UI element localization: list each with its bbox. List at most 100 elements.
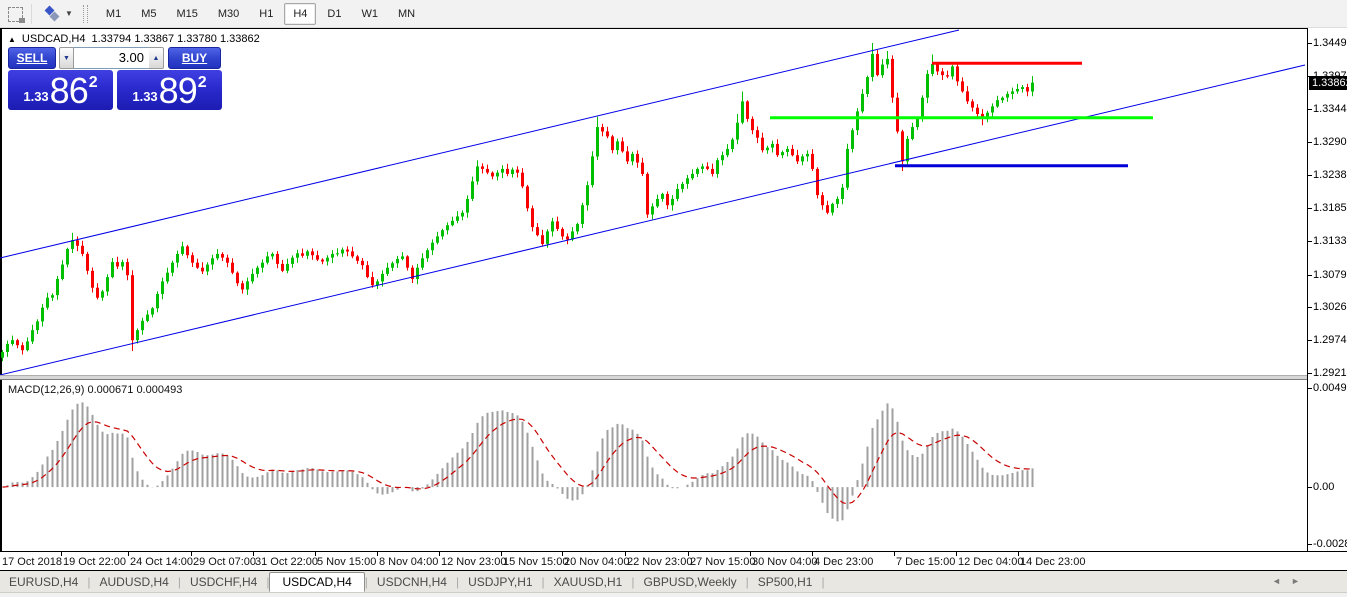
buy-price-panel[interactable]: 1.33 89 2 bbox=[117, 70, 222, 110]
tab-separator: | bbox=[87, 574, 91, 589]
timeframe-button-d1[interactable]: D1 bbox=[327, 7, 342, 20]
price-axis-tick bbox=[1308, 43, 1312, 44]
time-axis-line bbox=[0, 551, 1347, 552]
chart-tab-sp500[interactable]: SP500,H1 bbox=[757, 574, 813, 589]
timeframe-button-m1[interactable]: M1 bbox=[105, 7, 122, 20]
price-axis-tick bbox=[1308, 175, 1312, 177]
window-bottom-border bbox=[0, 570, 1347, 571]
timeframe-button-mn[interactable]: MN bbox=[397, 7, 416, 20]
time-axis-label: 12 Dec 04:00 bbox=[958, 556, 1024, 568]
time-axis-tick bbox=[191, 552, 192, 556]
macd-axis-label: 0.00 bbox=[1313, 481, 1335, 494]
chart-tab-usdjpy[interactable]: USDJPY,H1 bbox=[468, 574, 533, 589]
time-axis-tick bbox=[562, 552, 563, 556]
time-axis-label: 15 Nov 15:00 bbox=[503, 556, 569, 568]
time-axis-tick bbox=[377, 552, 378, 556]
time-axis-label: 8 Nov 04:00 bbox=[379, 556, 439, 568]
tab-separator: | bbox=[177, 574, 181, 589]
pane-splitter[interactable] bbox=[0, 375, 1347, 380]
collapse-panel-icon[interactable]: ▲ bbox=[8, 34, 16, 44]
time-axis-tick bbox=[956, 552, 957, 556]
sell-price-prefix: 1.33 bbox=[23, 89, 49, 104]
price-axis[interactable]: 1.344951.339701.334451.329051.323801.318… bbox=[1307, 28, 1347, 551]
chart-ohlc-header: ▲ USDCAD,H4 1.33794 1.33867 1.33780 1.33… bbox=[8, 33, 260, 45]
timeframe-button-m30[interactable]: M30 bbox=[217, 7, 240, 20]
buy-price-prefix: 1.33 bbox=[132, 89, 158, 104]
toolbar-caret-icon[interactable]: ▼ bbox=[65, 9, 73, 18]
time-axis-tick bbox=[750, 552, 751, 556]
time-axis[interactable]: 17 Oct 2018 19 Oct 22:00 24 Oct 14:00 29 Oc… bbox=[0, 552, 1347, 570]
price-axis-tick bbox=[1308, 108, 1312, 110]
chart-tab-audusd[interactable]: AUDUSD,H4 bbox=[99, 574, 169, 589]
price-axis-label: 1.32380 bbox=[1313, 169, 1347, 182]
channel-upper[interactable] bbox=[0, 29, 960, 259]
sell-price-panel[interactable]: 1.33 86 2 bbox=[8, 70, 113, 110]
toolbar: ▼ M1 M5 M15 M30 H1 H4 D1 W1 MN bbox=[0, 0, 1347, 28]
ohlc-values: 1.33794 1.33867 1.33780 1.33862 bbox=[91, 33, 260, 45]
chart-tab-eurusd[interactable]: EURUSD,H4 bbox=[9, 574, 79, 589]
macd-histogram bbox=[6, 402, 1034, 522]
price-axis-tick bbox=[1308, 142, 1312, 144]
time-axis-label: 12 Nov 23:00 bbox=[441, 556, 507, 568]
timeframe-button-h1[interactable]: H1 bbox=[259, 7, 274, 20]
tab-separator: | bbox=[455, 574, 460, 589]
price-axis-tick bbox=[1308, 373, 1312, 374]
price-axis-label: 1.32905 bbox=[1313, 136, 1347, 149]
channel-lower[interactable] bbox=[0, 64, 1306, 375]
time-axis-label: 20 Nov 04:00 bbox=[564, 556, 630, 568]
macd-axis-label: -0.002868 bbox=[1313, 538, 1347, 550]
timeframe-button-w1[interactable]: W1 bbox=[361, 7, 378, 20]
chart-tab-usdcnh[interactable]: USDCNH,H4 bbox=[376, 574, 447, 589]
tab-separator: | bbox=[631, 574, 635, 589]
volume-decrease-button[interactable]: ▼ bbox=[59, 47, 74, 69]
macd-chart-canvas[interactable] bbox=[0, 380, 1307, 551]
tile-windows-icon[interactable] bbox=[43, 5, 63, 23]
sell-price-pipette: 2 bbox=[88, 74, 98, 91]
time-axis-label: 19 Oct 22:00 bbox=[63, 556, 126, 568]
macd-values: MACD(12,26,9) 0.000671 0.000493 bbox=[8, 384, 182, 396]
chart-tab-gbpusd[interactable]: GBPUSD,Weekly bbox=[643, 574, 737, 589]
volume-input[interactable]: 3.00 bbox=[74, 47, 149, 69]
price-axis-label: 1.34495 bbox=[1313, 37, 1347, 49]
macd-signal-value: 0.000493 bbox=[136, 384, 183, 396]
marquee-icon[interactable] bbox=[6, 5, 26, 23]
price-axis-label: 1.29215 bbox=[1313, 367, 1347, 379]
price-axis-label: 1.33445 bbox=[1313, 102, 1347, 115]
sell-button[interactable]: SELL bbox=[8, 47, 56, 69]
time-axis-tick bbox=[894, 552, 895, 556]
chart-tab-xauusd[interactable]: XAUUSD,H1 bbox=[553, 574, 623, 589]
time-axis-label: 5 Nov 15:00 bbox=[317, 556, 377, 568]
price-axis-label: 1.31330 bbox=[1313, 234, 1347, 247]
toolbar-separator bbox=[31, 3, 32, 24]
time-axis-label: 17 Oct 2018 bbox=[2, 556, 62, 568]
timeframe-button-m15[interactable]: M15 bbox=[176, 7, 198, 20]
volume-increase-button[interactable]: ▲ bbox=[149, 47, 164, 69]
time-axis-tick bbox=[61, 552, 62, 556]
tab-separator: | bbox=[266, 574, 270, 589]
price-axis-label: 1.30265 bbox=[1313, 301, 1347, 314]
chart-left-border bbox=[0, 28, 2, 571]
price-axis-label: 1.30790 bbox=[1313, 268, 1347, 281]
buy-button[interactable]: BUY bbox=[168, 47, 221, 69]
chart-top-border bbox=[0, 28, 1347, 29]
macd-main-value: 0.000671 bbox=[87, 384, 134, 396]
macd-axis-tick bbox=[1308, 544, 1312, 545]
price-axis-tick bbox=[1308, 274, 1312, 276]
time-axis-label: 22 Nov 23:00 bbox=[627, 556, 693, 568]
time-axis-tick bbox=[501, 552, 502, 556]
timeframe-button-m5[interactable]: M5 bbox=[141, 7, 157, 20]
time-axis-tick bbox=[315, 552, 316, 556]
price-chart-canvas[interactable] bbox=[0, 28, 1307, 375]
timeframe-button-h4[interactable]: H4 bbox=[284, 2, 317, 25]
current-price-box: 1.33862 bbox=[1309, 75, 1347, 90]
macd-name-label: MACD(12,26,9) bbox=[8, 384, 85, 396]
tab-scroll-left-icon[interactable]: ◄ bbox=[1272, 576, 1281, 586]
chart-tab-usdcad[interactable]: USDCAD,H4 bbox=[269, 571, 365, 592]
price-axis-tick bbox=[1308, 340, 1312, 342]
toolbar-grip-handle[interactable] bbox=[82, 4, 88, 23]
tab-scroll-right-icon[interactable]: ► bbox=[1291, 576, 1300, 586]
chart-tab-usdchf[interactable]: USDCHF,H4 bbox=[189, 574, 258, 589]
sell-price-big: 86 bbox=[49, 70, 89, 111]
time-axis-label: 4 Dec 23:00 bbox=[814, 556, 874, 568]
time-axis-label: 31 Oct 22:00 bbox=[255, 556, 318, 568]
